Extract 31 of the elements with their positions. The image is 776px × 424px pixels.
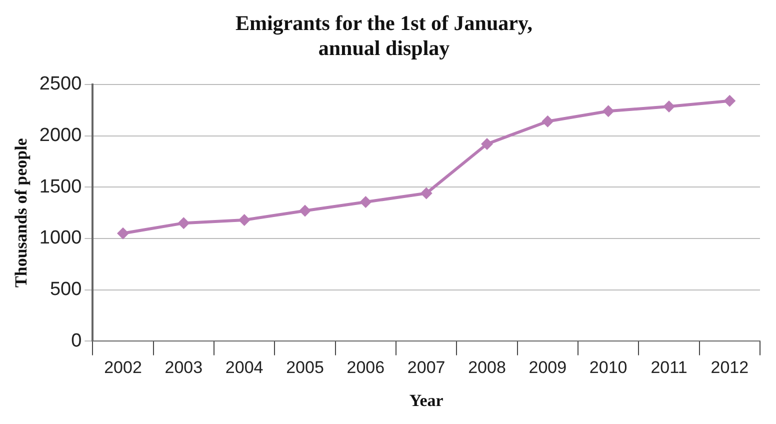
- x-tick-label: 2011: [650, 358, 688, 378]
- x-tick-label: 2007: [407, 358, 446, 378]
- point: [178, 217, 190, 230]
- y-axis-title: Thousands of people: [12, 138, 31, 288]
- chart-title: Emigrants for the 1st of January, annual display: [235, 11, 533, 60]
- x-tick-label: 2010: [589, 358, 628, 378]
- y-tick-label: 2000: [39, 124, 82, 146]
- x-tick-label: 2012: [710, 358, 749, 378]
- point: [724, 94, 736, 107]
- point: [117, 227, 129, 240]
- point: [299, 204, 311, 217]
- x-tick-label: 2008: [468, 358, 506, 378]
- x-tick-label: 2003: [164, 358, 203, 378]
- y-tick-label: 1500: [39, 176, 82, 198]
- point: [602, 105, 614, 118]
- y-tick-label: 1000: [39, 228, 82, 249]
- x-tick-label: 2009: [528, 358, 567, 378]
- x-tick-label: 2002: [104, 358, 142, 378]
- y-tick-label: 500: [50, 279, 82, 300]
- point: [481, 138, 493, 150]
- y-tick-label: 0: [71, 330, 82, 352]
- point: [238, 214, 250, 226]
- y-tick-label: 2500: [39, 74, 82, 95]
- x-tick-label: 2005: [286, 358, 324, 378]
- point: [360, 196, 372, 208]
- point: [542, 115, 554, 128]
- point: [420, 187, 432, 200]
- point: [663, 100, 675, 112]
- x-tick-label: 2004: [225, 358, 264, 378]
- x-tick-label: 2006: [346, 358, 385, 378]
- x-axis-title: Year: [409, 391, 444, 410]
